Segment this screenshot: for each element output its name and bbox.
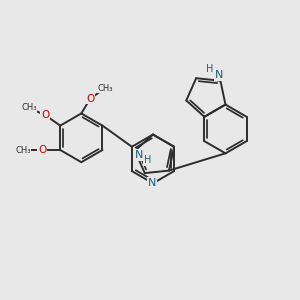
Text: N: N — [135, 150, 143, 160]
Text: O: O — [41, 110, 50, 120]
Text: N: N — [215, 70, 223, 80]
Text: H: H — [206, 64, 214, 74]
Text: O: O — [86, 94, 94, 103]
Text: CH₃: CH₃ — [21, 103, 37, 112]
Text: N: N — [148, 178, 156, 188]
Text: O: O — [38, 145, 46, 155]
Text: H: H — [144, 155, 151, 165]
Text: CH₃: CH₃ — [15, 146, 31, 154]
Text: CH₃: CH₃ — [98, 84, 113, 93]
